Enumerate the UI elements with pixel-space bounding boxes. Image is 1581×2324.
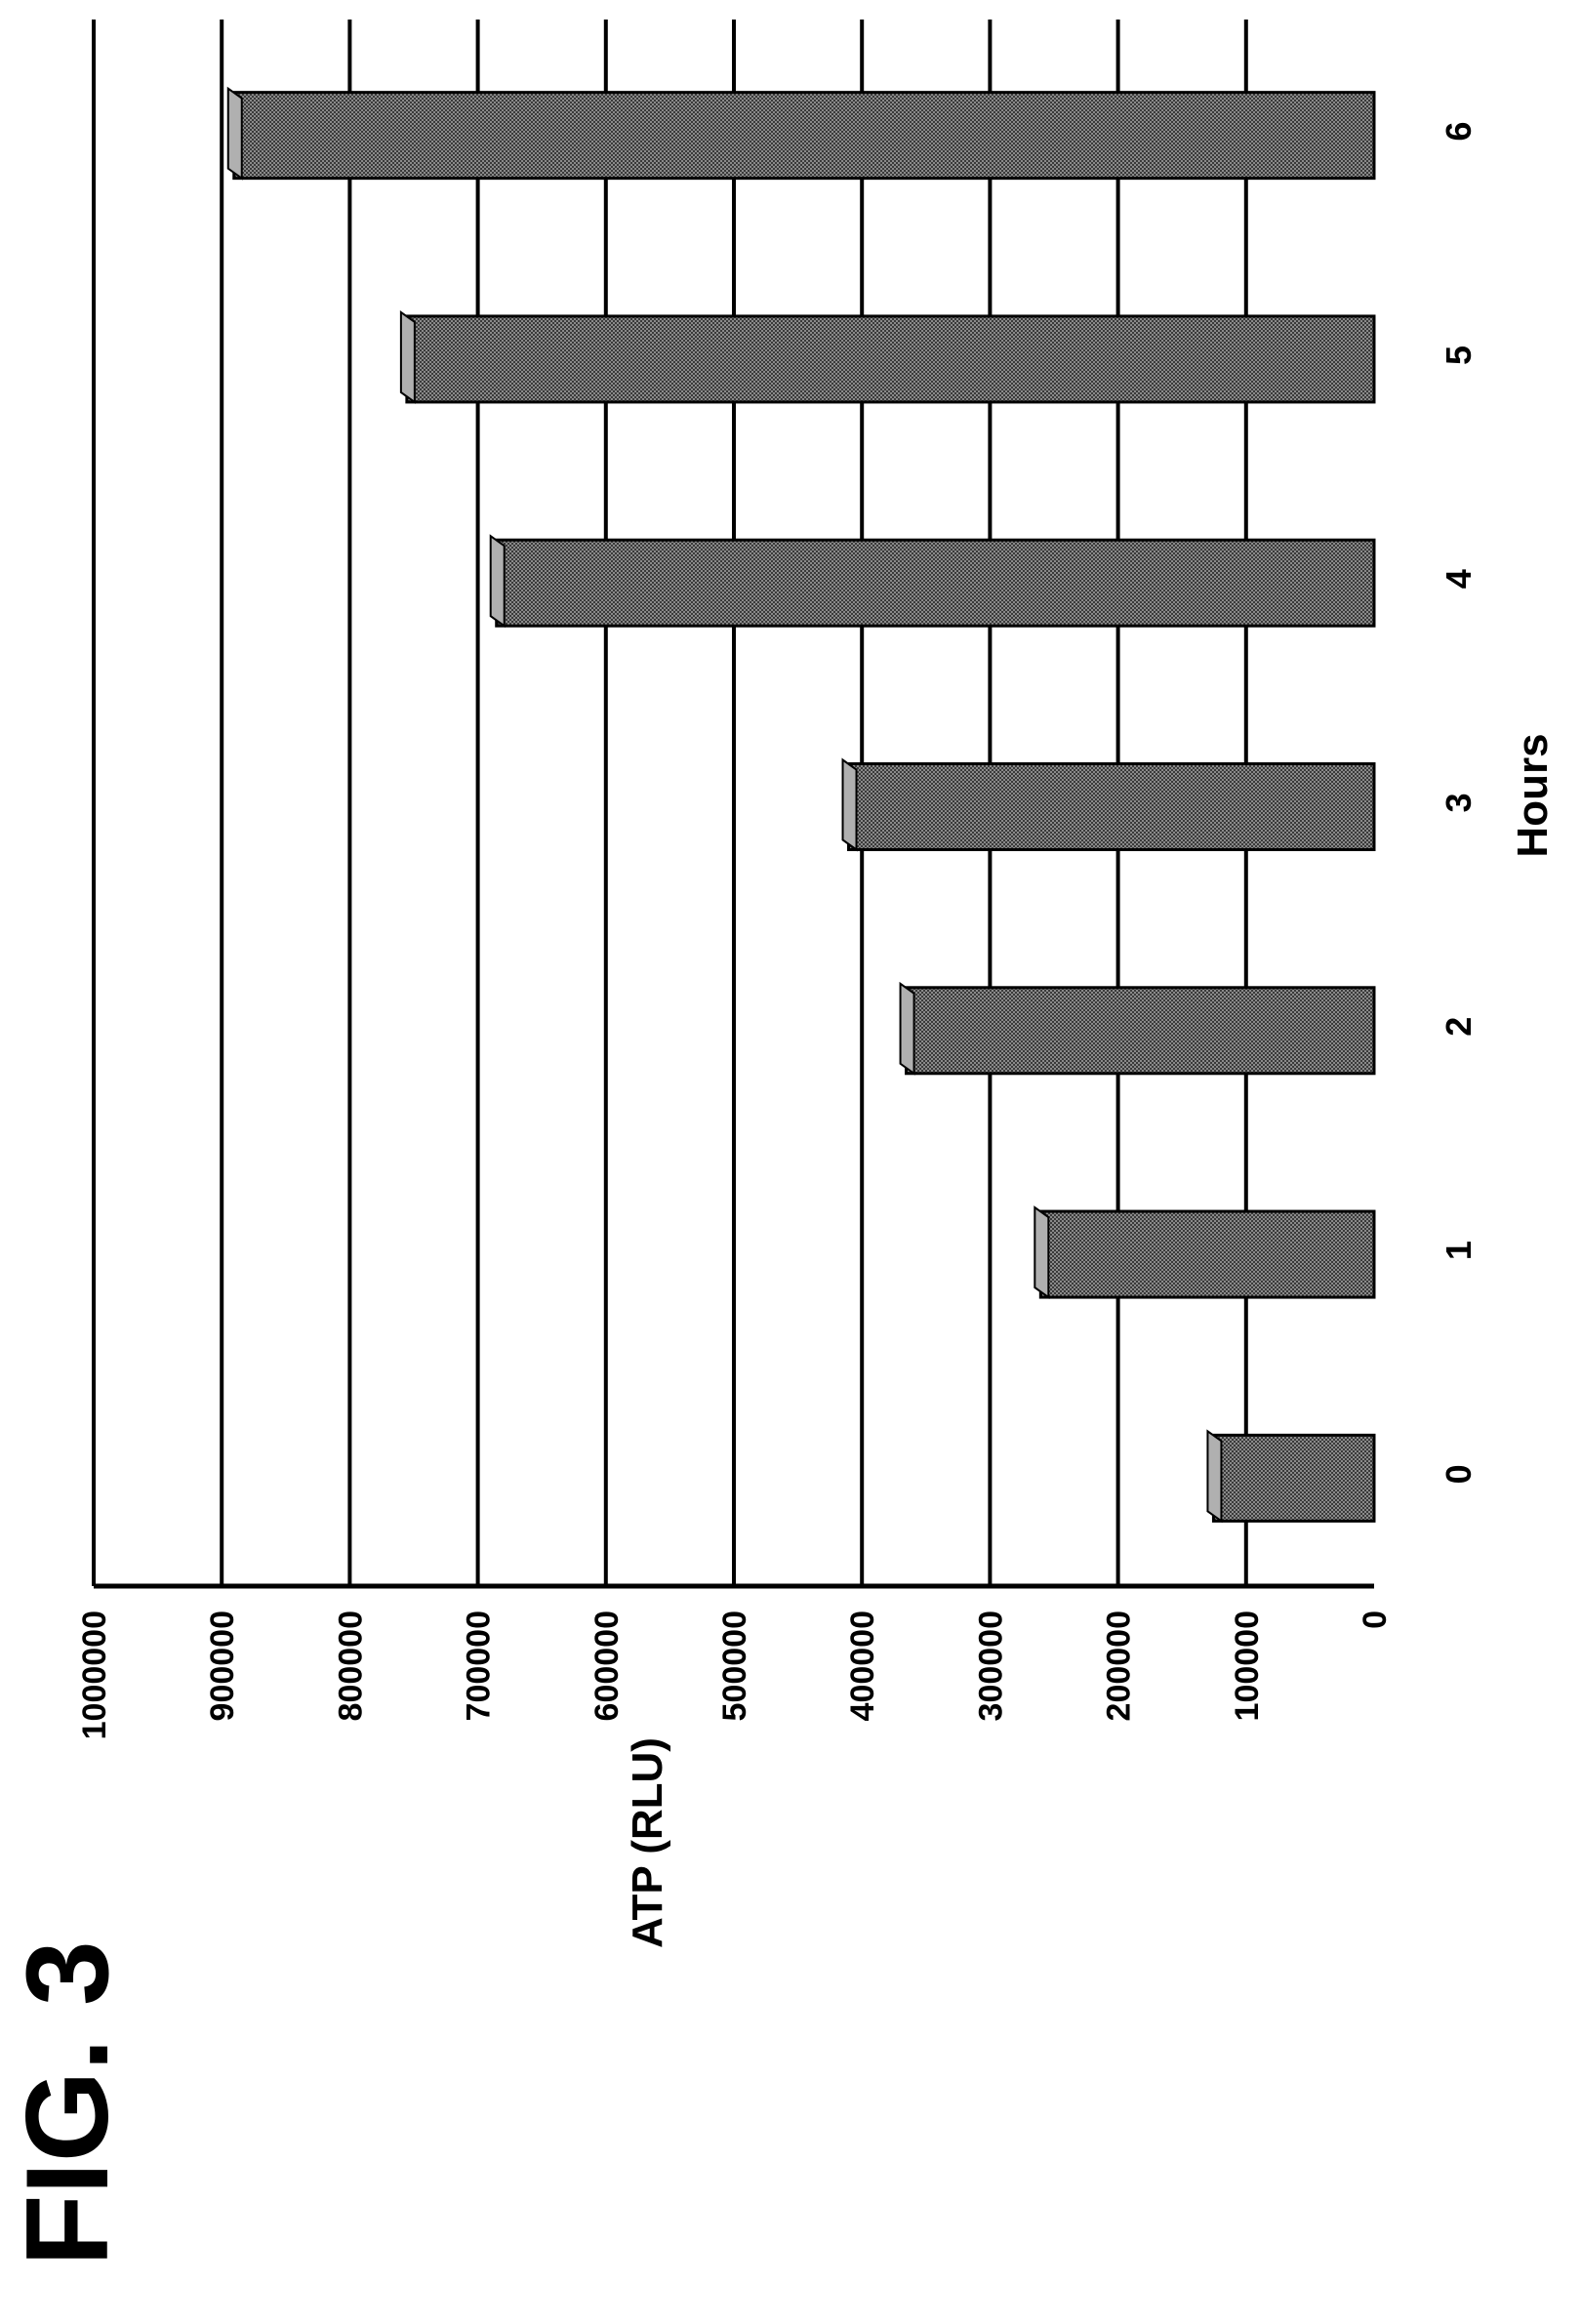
- bars: [226, 86, 1376, 1524]
- category-tick-label: 2: [1439, 1017, 1479, 1037]
- value-tick-label: 400000: [844, 1610, 881, 1721]
- category-tick-labels: 0 1 2 3 4 5 6: [1439, 122, 1479, 1485]
- category-tick-label: 3: [1439, 793, 1479, 812]
- bar: [489, 534, 1376, 629]
- bar: [226, 86, 1376, 181]
- bar: [1034, 1205, 1376, 1300]
- gridlines: [92, 20, 1248, 1586]
- figure-label: FIG. 3: [2, 1940, 133, 2265]
- bar: [399, 309, 1376, 404]
- value-tick-label: 700000: [461, 1610, 498, 1721]
- value-tick-label: 100000: [1229, 1610, 1266, 1721]
- category-tick-label: 6: [1439, 122, 1479, 142]
- category-tick-label: 5: [1439, 346, 1479, 365]
- value-tick-label: 600000: [588, 1610, 626, 1721]
- bar: [899, 981, 1376, 1076]
- value-tick-labels: 0 100000 200000 300000 400000 500000 600000 700…: [76, 1610, 1394, 1739]
- value-tick-label: 900000: [204, 1610, 241, 1721]
- value-tick-label: 1000000: [76, 1610, 113, 1739]
- bar: [841, 757, 1376, 852]
- category-tick-label: 4: [1439, 569, 1479, 589]
- value-tick-label: 200000: [1101, 1610, 1138, 1721]
- category-tick-label: 0: [1439, 1464, 1479, 1484]
- x-axis-label: Hours: [1509, 733, 1557, 857]
- value-tick-label: 500000: [716, 1610, 753, 1721]
- category-tick-label: 1: [1439, 1241, 1479, 1260]
- bar: [1206, 1429, 1376, 1524]
- value-tick-label: 800000: [332, 1610, 369, 1721]
- value-tick-label: 300000: [972, 1610, 1009, 1721]
- y-axis-label: ATP (RLU): [624, 1737, 671, 1948]
- value-tick-label: 0: [1357, 1610, 1394, 1629]
